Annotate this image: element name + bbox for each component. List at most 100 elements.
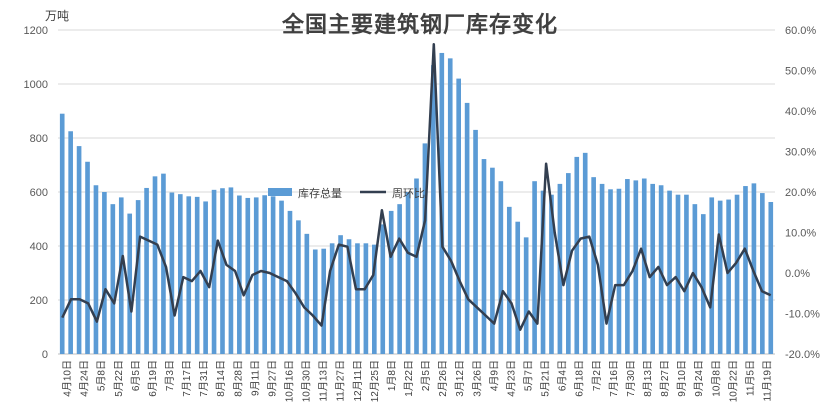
bar (641, 178, 647, 354)
left-tick-label: 400 (30, 241, 48, 253)
x-tick-label: 7月2日 (591, 360, 603, 391)
x-tick-label: 5月8日 (96, 360, 108, 391)
x-tick-label: 9月11日 (249, 360, 261, 396)
line-series-wow (61, 42, 772, 331)
bar (110, 204, 116, 354)
bar (734, 194, 740, 354)
bar (591, 177, 596, 354)
bar (523, 237, 529, 354)
bar (68, 131, 73, 354)
x-tick-label: 9月10日 (676, 360, 688, 397)
bar (431, 65, 436, 354)
bar (616, 188, 622, 354)
wow-line (61, 42, 772, 331)
x-tick-label: 10月22日 (727, 360, 739, 402)
bar (118, 197, 124, 354)
x-tick-label: 10月8日 (710, 360, 722, 397)
bar (414, 178, 419, 354)
bar (338, 235, 343, 354)
bar (304, 233, 310, 354)
x-axis-ticks: 4月10日 4月24日 5月8日 5月22日 6月5日 6月19日 7月3日 7月17日 7月3… (62, 360, 774, 402)
bar (692, 204, 698, 354)
bar (473, 129, 478, 354)
bar (346, 239, 352, 354)
x-tick-label: 7月3日 (164, 360, 176, 391)
bar (220, 188, 225, 354)
legend-swatch-bar (268, 188, 292, 196)
x-tick-label: 6月18日 (574, 360, 586, 397)
right-tick-label: -10.0% (785, 309, 820, 321)
bar (675, 194, 681, 354)
chart-title: 全国主要建筑钢厂库存变化 (281, 12, 558, 37)
bar (161, 173, 166, 354)
bar (177, 194, 183, 354)
bar (599, 183, 605, 354)
bar (59, 113, 65, 354)
x-tick-label: 3月12日 (454, 360, 466, 397)
bar (456, 78, 461, 354)
bar (321, 248, 327, 354)
x-tick-label: 6月5日 (130, 360, 142, 391)
bar (481, 159, 487, 354)
x-tick-label: 7月17日 (181, 360, 193, 397)
bar (262, 195, 267, 354)
bar (625, 179, 630, 354)
left-tick-label: 1000 (24, 79, 48, 91)
left-axis-ticks: 0 200 400 600 800 1000 1200 (24, 25, 48, 361)
bar (684, 194, 689, 354)
bar (312, 249, 318, 354)
bar (709, 197, 715, 354)
x-tick-label: 11月27日 (335, 360, 347, 402)
bar (355, 243, 360, 354)
x-tick-label: 10月30日 (301, 360, 313, 402)
bar (582, 152, 588, 354)
bar (135, 200, 141, 354)
x-tick-label: 2月5日 (420, 360, 432, 391)
x-tick-label: 6月4日 (557, 360, 569, 391)
bar (650, 183, 656, 354)
x-tick-label: 10月16日 (283, 360, 295, 402)
bar (186, 196, 192, 354)
bar (498, 181, 504, 354)
bar (363, 243, 369, 354)
bar (760, 193, 765, 354)
right-tick-label: 10.0% (785, 228, 816, 240)
x-tick-label: 11月19日 (761, 360, 773, 402)
x-tick-label: 8月28日 (232, 360, 244, 397)
bar (515, 221, 521, 354)
x-tick-label: 3月26日 (471, 360, 483, 397)
x-tick-label: 9月27日 (266, 360, 278, 397)
x-tick-label: 12月25日 (369, 360, 381, 402)
x-tick-label: 1月8日 (386, 360, 398, 391)
x-tick-label: 1月22日 (403, 360, 415, 397)
left-tick-label: 600 (30, 187, 48, 199)
bar (717, 200, 723, 354)
bar (405, 192, 411, 354)
bar (169, 192, 175, 354)
bar (464, 102, 470, 355)
x-tick-label: 7月16日 (608, 360, 620, 397)
bar (549, 194, 554, 354)
bar (574, 156, 580, 354)
bar (152, 176, 158, 354)
bar (253, 197, 259, 354)
bar (540, 190, 546, 354)
bar (633, 180, 639, 354)
bar (93, 185, 99, 354)
right-tick-label: 60.0% (785, 25, 816, 37)
bar (127, 213, 133, 354)
bar (532, 181, 537, 354)
right-tick-label: 50.0% (785, 66, 816, 78)
right-tick-label: 20.0% (785, 187, 816, 199)
legend-label-bar: 库存总量 (298, 186, 342, 200)
x-tick-label: 4月10日 (62, 360, 74, 397)
right-tick-label: 40.0% (785, 106, 816, 118)
x-tick-label: 8月14日 (215, 360, 227, 397)
bar (388, 210, 394, 354)
bar (743, 186, 748, 354)
x-tick-label: 4月24日 (79, 360, 91, 397)
right-tick-label: 30.0% (785, 147, 816, 159)
bar (768, 201, 774, 354)
bar (228, 187, 234, 354)
